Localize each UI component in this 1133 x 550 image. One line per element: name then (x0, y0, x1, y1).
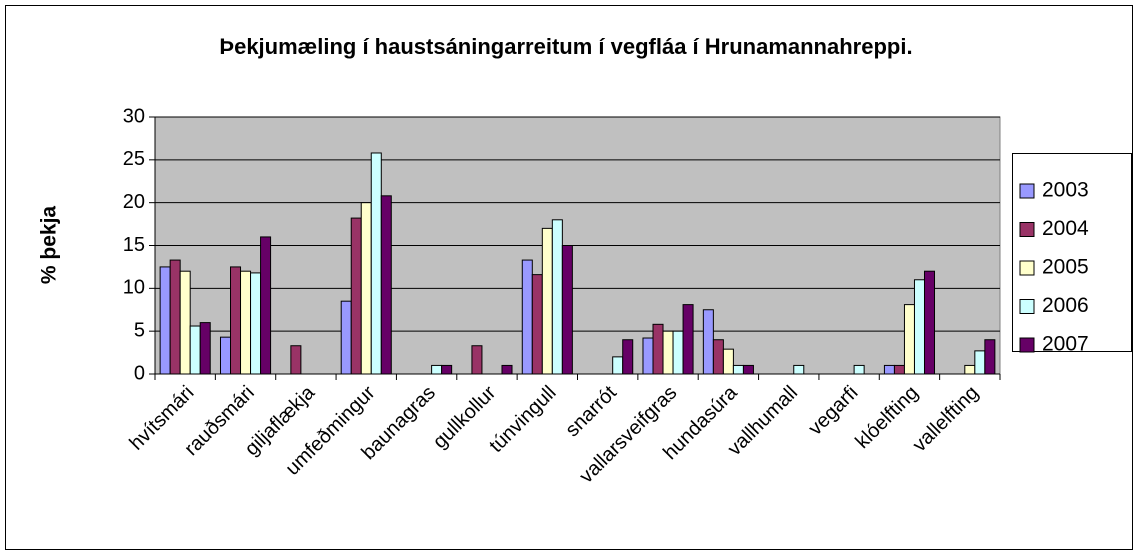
y-tick-label: 10 (123, 277, 145, 299)
bar (662, 330, 674, 375)
bar (219, 336, 232, 375)
bar (612, 356, 624, 375)
bar (471, 345, 483, 375)
bar (793, 364, 805, 375)
y-tick-label: 15 (123, 234, 145, 256)
legend-swatch (1019, 299, 1035, 314)
bar (230, 266, 242, 375)
y-tick-label: 20 (123, 191, 145, 213)
bar (199, 322, 211, 375)
bar (712, 339, 724, 375)
bar (350, 217, 362, 375)
bar (903, 304, 915, 375)
bar (652, 323, 664, 375)
bar (380, 195, 392, 375)
bar (290, 345, 302, 375)
bar (642, 337, 654, 375)
bar (742, 364, 754, 375)
bar (370, 152, 382, 375)
bar (672, 330, 684, 375)
bar (622, 339, 634, 375)
bar (340, 300, 352, 375)
bar (984, 339, 996, 375)
bar (240, 270, 252, 375)
chart-title: Þekjumæling í haustsáningarreitum í vegf… (219, 34, 912, 59)
bar (702, 309, 714, 375)
bar (722, 348, 734, 375)
bar (541, 227, 553, 375)
bar (441, 364, 453, 375)
y-axis-label: % þekja (38, 206, 61, 285)
bar (893, 364, 905, 375)
legend-label: 2007 (1042, 333, 1089, 356)
bar (501, 364, 513, 375)
bar (179, 270, 191, 375)
bar (561, 245, 573, 375)
legend-swatch (1019, 260, 1035, 276)
bar (883, 364, 895, 375)
bar (521, 259, 533, 375)
bar (431, 364, 443, 375)
legend-label: 2004 (1042, 217, 1089, 240)
y-tick-label: 5 (134, 319, 145, 341)
bar (159, 266, 171, 375)
legend-label: 2006 (1042, 294, 1089, 317)
bar (260, 236, 272, 375)
legend-label: 2003 (1042, 179, 1089, 202)
bar (169, 259, 181, 375)
y-tick-label: 30 (123, 105, 145, 127)
bar (974, 350, 986, 375)
bar (189, 325, 201, 375)
y-tick-label: 25 (123, 148, 145, 170)
y-tick-label: 0 (134, 362, 145, 384)
legend-swatch (1019, 183, 1035, 199)
bar (923, 270, 936, 375)
bar (551, 219, 563, 375)
bar (853, 364, 865, 375)
bar (682, 304, 694, 375)
legend-swatch (1019, 222, 1035, 237)
bar (250, 272, 262, 375)
bar (732, 364, 744, 375)
bar (360, 202, 372, 375)
legend-label: 2005 (1042, 256, 1089, 279)
bar (913, 279, 925, 375)
bar (531, 274, 543, 375)
legend-swatch (1019, 337, 1035, 353)
bar (964, 364, 976, 375)
